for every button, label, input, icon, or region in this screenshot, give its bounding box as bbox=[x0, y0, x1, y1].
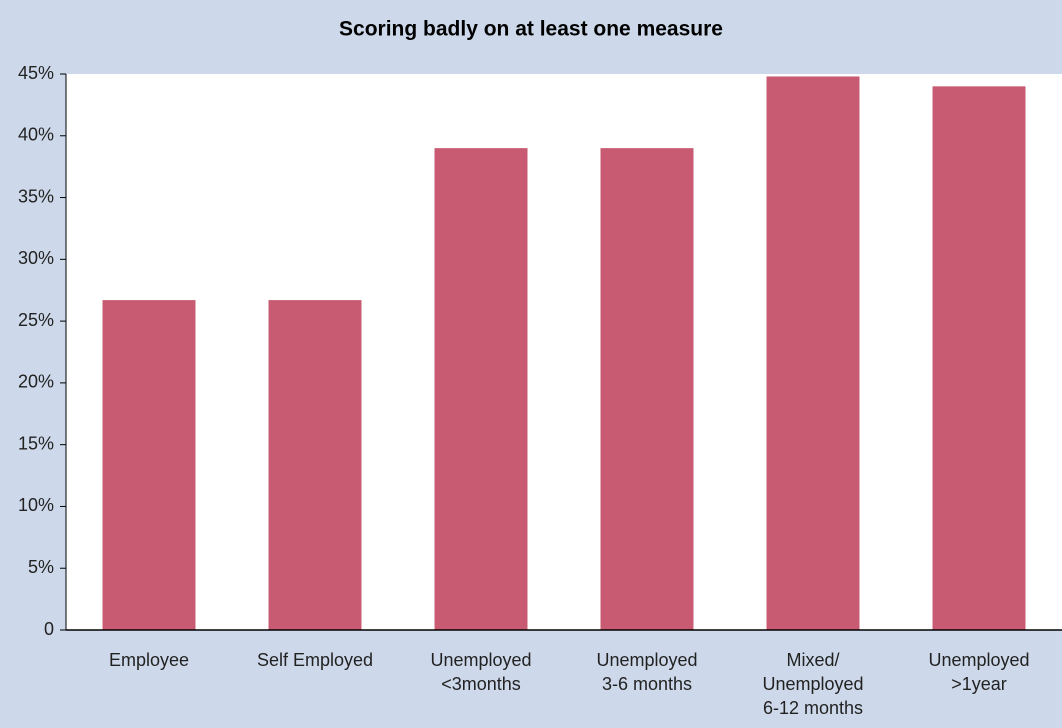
plot-area bbox=[66, 74, 1062, 630]
bar bbox=[932, 86, 1026, 631]
y-tick-label: 30% bbox=[18, 248, 54, 268]
bar bbox=[434, 148, 528, 630]
bar bbox=[766, 76, 860, 630]
bar bbox=[600, 148, 694, 630]
x-tick-label: Unemployed 3-6 months bbox=[596, 650, 698, 694]
x-tick-label: Self Employed bbox=[256, 650, 374, 670]
y-tick-label: 15% bbox=[18, 433, 54, 453]
bar bbox=[268, 300, 362, 630]
x-tick-label: Unemployed >1year bbox=[928, 650, 1030, 694]
y-tick-label: 40% bbox=[18, 125, 54, 145]
y-tick-label: 10% bbox=[18, 495, 54, 515]
y-tick-label: 25% bbox=[18, 310, 54, 330]
x-tick-label: Mixed/ Unemployed 6-12 months bbox=[762, 650, 864, 718]
chart-title: Scoring badly on at least one measure bbox=[339, 18, 723, 41]
x-tick-label: Unemployed <3months bbox=[430, 650, 532, 694]
x-tick-label: Employee bbox=[108, 650, 190, 670]
y-tick-label: 20% bbox=[18, 372, 54, 392]
y-tick-label: 45% bbox=[18, 63, 54, 83]
y-tick-label: 5% bbox=[28, 557, 54, 577]
y-tick-label: 35% bbox=[18, 186, 54, 206]
y-tick-label: 0 bbox=[44, 619, 54, 639]
bar bbox=[102, 300, 196, 630]
